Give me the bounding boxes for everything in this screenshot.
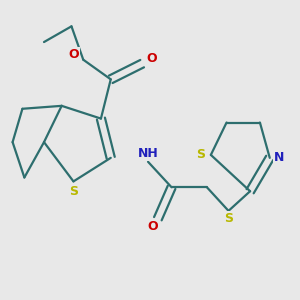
Text: N: N bbox=[274, 152, 285, 164]
Text: O: O bbox=[148, 220, 158, 233]
Text: S: S bbox=[69, 185, 78, 198]
Text: NH: NH bbox=[138, 147, 158, 161]
Text: O: O bbox=[68, 48, 79, 61]
Text: S: S bbox=[196, 148, 206, 161]
Text: O: O bbox=[147, 52, 157, 65]
Text: S: S bbox=[224, 212, 233, 225]
